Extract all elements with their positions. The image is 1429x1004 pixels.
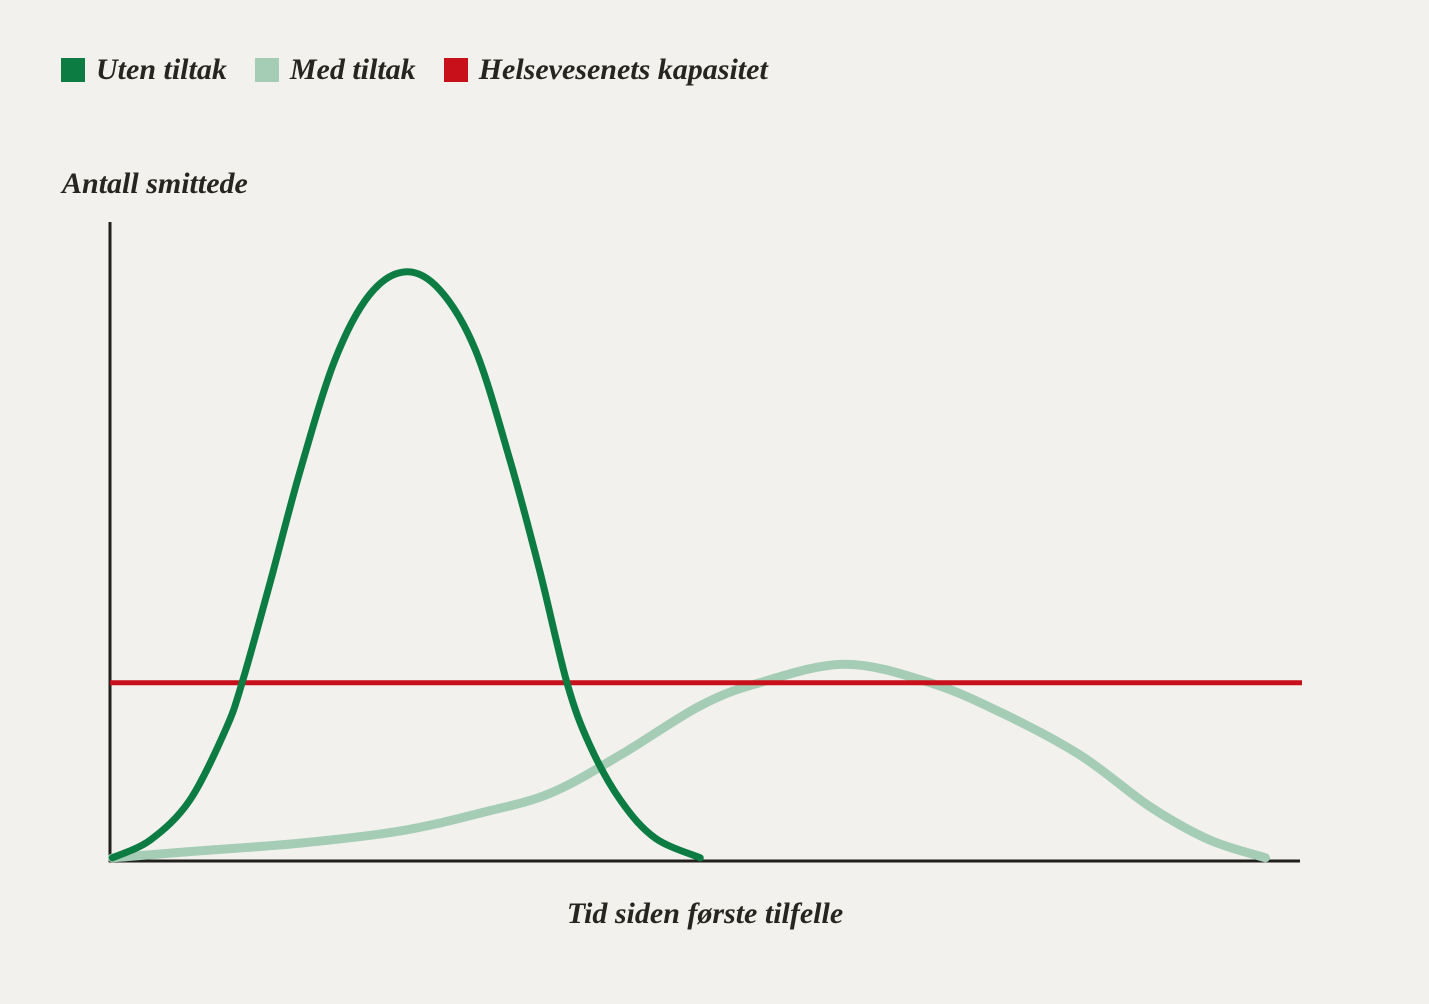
legend: Uten tiltak Med tiltak Helsevesenets kap… (61, 53, 768, 86)
legend-item-uten-tiltak: Uten tiltak (61, 53, 227, 86)
curve-uten-tiltak (108, 268, 704, 862)
curve-med-tiltak (107, 659, 1270, 863)
legend-item-kapasitet: Helsevesenets kapasitet (443, 53, 768, 86)
legend-swatch-uten-tiltak (61, 57, 85, 82)
y-axis-label: Antall smittede (62, 167, 248, 200)
legend-item-med-tiltak: Med tiltak (254, 53, 416, 86)
legend-label-kapasitet: Helsevesenets kapasitet (478, 53, 768, 86)
legend-swatch-kapasitet (443, 57, 468, 82)
legend-label-uten-tiltak: Uten tiltak (96, 53, 227, 86)
legend-swatch-med-tiltak (254, 57, 279, 82)
legend-label-med-tiltak: Med tiltak (289, 53, 416, 86)
x-axis-label: Tid siden første tilfelle (566, 897, 844, 930)
axes (108, 222, 1300, 863)
